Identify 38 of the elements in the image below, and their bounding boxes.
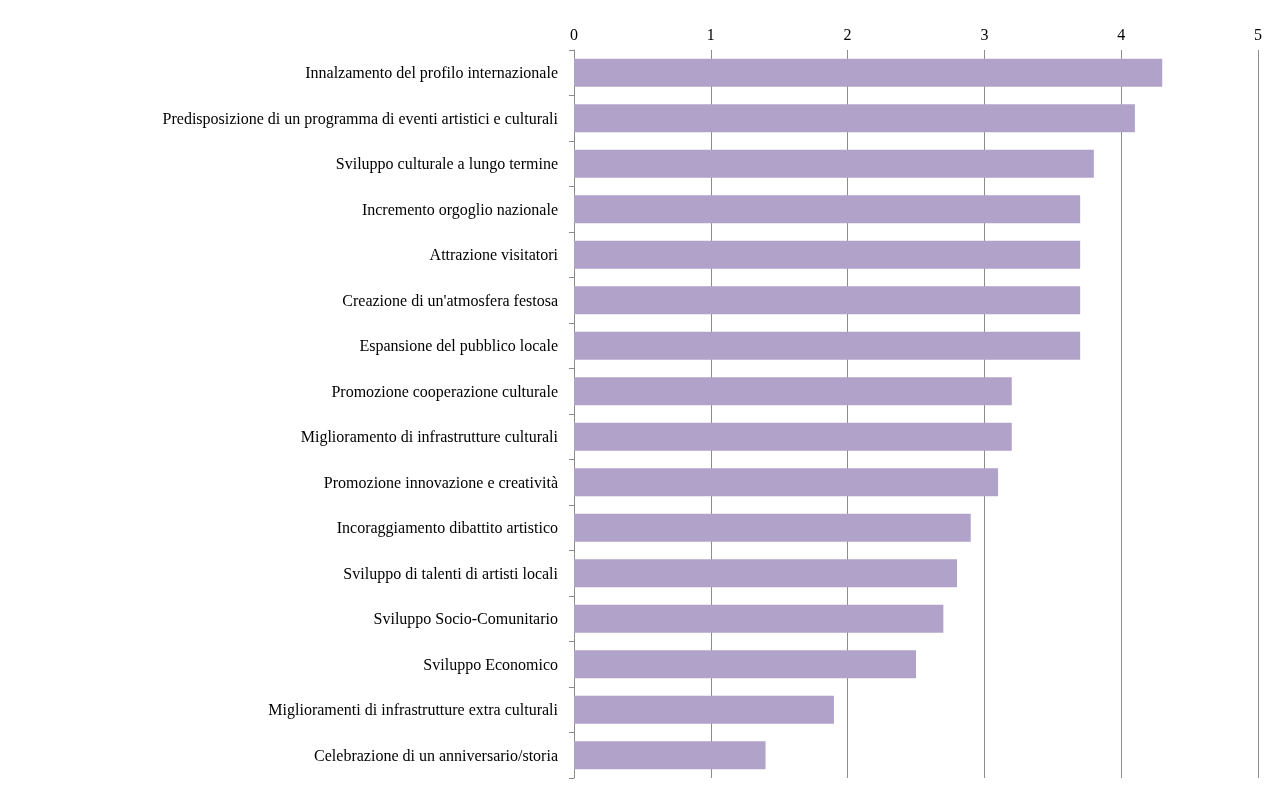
y-tick-label: Predisposizione di un programma di eventi artistici e culturali (162, 109, 559, 128)
bar (574, 104, 1135, 133)
y-tick-label: Sviluppo di talenti di artisti locali (343, 564, 559, 583)
y-tick-label: Sviluppo culturale a lungo termine (335, 155, 558, 174)
x-tick-label: 1 (706, 25, 715, 43)
y-tick-label: Attrazione visitatori (429, 246, 559, 264)
bar (574, 331, 1081, 360)
bar (574, 58, 1163, 87)
bar (574, 650, 916, 679)
bar (574, 741, 766, 770)
y-tick-label: Sviluppo Socio-Comunitario (373, 610, 558, 629)
x-tick-label: 2 (843, 25, 852, 43)
y-tick-label: Incremento orgoglio nazionale (361, 200, 558, 219)
y-tick-label: Promozione innovazione e creatività (323, 473, 558, 491)
x-tick-label: 4 (1117, 25, 1126, 43)
y-tick-label: Innalzamento del profilo internazionale (305, 64, 558, 83)
bar (574, 695, 834, 724)
y-tick-label: Incoraggiamento dibattito artistico (336, 519, 558, 538)
bar (574, 240, 1081, 269)
x-tick-label: 0 (570, 25, 578, 43)
bar (574, 195, 1081, 224)
y-tick-label: Sviluppo Economico (423, 655, 558, 674)
bar (574, 377, 1012, 406)
bar (574, 149, 1094, 178)
y-tick-label: Promozione cooperazione culturale (331, 382, 558, 401)
x-tick-label: 3 (980, 25, 989, 43)
bar (574, 286, 1081, 315)
y-tick-label: Miglioramenti di infrastrutture extra culturali (268, 701, 559, 720)
bar (574, 468, 999, 497)
bar (574, 513, 971, 542)
x-tick-label: 5 (1254, 25, 1262, 43)
y-tick-label: Miglioramento di infrastrutture culturali (300, 428, 559, 447)
y-tick-label: Celebrazione di un anniversario/storia (314, 746, 558, 764)
y-tick-label: Creazione di un'atmosfera festosa (342, 291, 558, 309)
y-tick-label: Espansione del pubblico locale (359, 337, 558, 356)
bar (574, 604, 944, 633)
bar (574, 422, 1012, 451)
bar (574, 559, 958, 588)
